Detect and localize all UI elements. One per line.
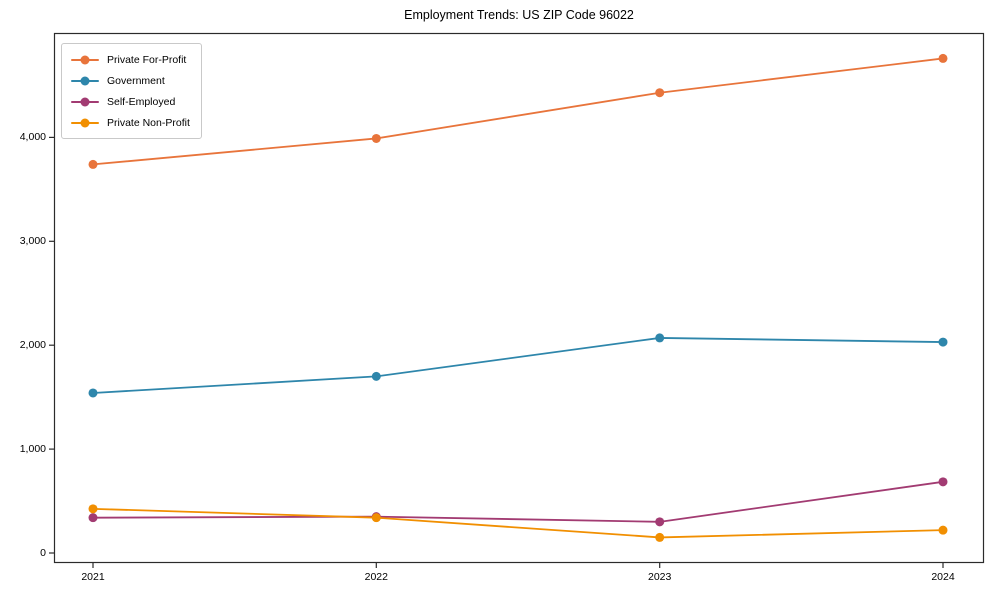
- y-tick-label: 3,000: [19, 235, 46, 248]
- data-point-marker: [371, 513, 381, 523]
- data-point-marker: [655, 532, 665, 542]
- x-tick-label: 2022: [364, 571, 388, 583]
- legend-line-marker-icon: [71, 55, 99, 65]
- data-point-marker: [88, 388, 98, 398]
- data-point-marker: [938, 337, 948, 347]
- y-tick-label: 4,000: [19, 131, 46, 144]
- chart-title: Employment Trends: US ZIP Code 96022: [404, 8, 634, 22]
- legend-line-marker-icon: [71, 97, 99, 107]
- series-line: [92, 480, 944, 523]
- data-point-marker: [938, 53, 948, 63]
- x-tick-label: 2024: [931, 571, 955, 583]
- data-point-marker: [88, 513, 98, 523]
- legend-label: Government: [107, 74, 165, 87]
- legend-item: Government: [71, 72, 190, 89]
- legend-line-marker-icon: [71, 118, 99, 128]
- legend-label: Private For-Profit: [107, 53, 187, 66]
- data-point-marker: [88, 504, 98, 514]
- data-point-marker: [938, 525, 948, 535]
- x-tick-label: 2021: [81, 571, 105, 583]
- series-line: [92, 337, 944, 394]
- series-line: [92, 57, 944, 166]
- series-line: [92, 507, 944, 539]
- legend-label: Self-Employed: [107, 95, 176, 108]
- legend-line-marker-icon: [71, 76, 99, 86]
- legend: Private For-Profit Government Self-Employe…: [61, 43, 202, 139]
- data-point-marker: [655, 88, 665, 98]
- data-point-marker: [88, 159, 98, 169]
- legend-item: Private For-Profit: [71, 51, 190, 68]
- plot-border: [53, 32, 985, 564]
- y-tick-label: 1,000: [19, 443, 46, 456]
- y-tick-label: 0: [40, 547, 46, 559]
- data-point-marker: [371, 133, 381, 143]
- y-tick-label: 2,000: [19, 339, 46, 352]
- legend-item: Self-Employed: [71, 93, 190, 110]
- legend-label: Private Non-Profit: [107, 116, 190, 129]
- legend-item: Private Non-Profit: [71, 114, 190, 131]
- data-point-marker: [655, 333, 665, 343]
- data-point-marker: [655, 517, 665, 527]
- data-point-marker: [938, 477, 948, 487]
- x-tick-label: 2023: [648, 571, 672, 583]
- data-point-marker: [371, 371, 381, 381]
